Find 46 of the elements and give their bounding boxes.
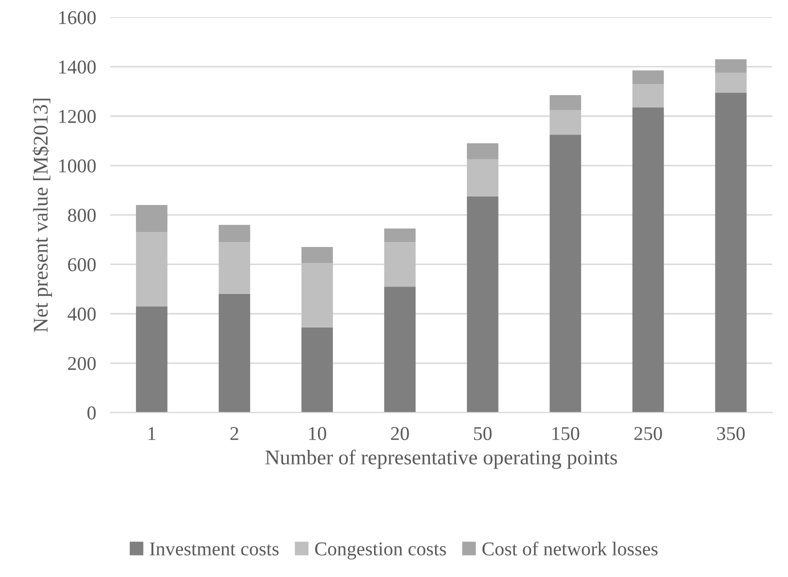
- x-tick-label: 20: [391, 427, 409, 440]
- y-tick-label: 1000: [59, 159, 96, 172]
- bar: [136, 205, 168, 232]
- bar: [466, 159, 498, 196]
- x-tick-label: 250: [634, 427, 662, 440]
- bar: [550, 95, 582, 110]
- x-tick-label: 50: [474, 427, 492, 440]
- legend-label: Cost of network losses: [482, 542, 658, 556]
- bar: [466, 196, 498, 413]
- bar: [301, 327, 333, 413]
- x-axis-title: Number of representative operating points: [265, 450, 617, 469]
- bar: [136, 232, 168, 306]
- bar: [218, 242, 250, 294]
- bar: [301, 247, 333, 264]
- bar: [632, 107, 664, 413]
- legend-label: Investment costs: [150, 542, 279, 556]
- bar: [466, 143, 498, 160]
- x-tick-label: 1: [148, 427, 156, 440]
- y-tick-label: 1200: [59, 110, 96, 124]
- x-tick-label: 150: [552, 427, 580, 440]
- y-tick-label: 1400: [59, 60, 96, 74]
- bar: [715, 72, 747, 93]
- y-tick-label: 200: [68, 356, 96, 370]
- bar: [632, 84, 664, 108]
- bar: [384, 286, 416, 413]
- bar: [715, 92, 747, 413]
- x-tick-label: 2: [230, 427, 238, 440]
- bar: [715, 59, 747, 73]
- bar: [384, 242, 416, 287]
- bar: [632, 70, 664, 84]
- y-tick-label: 1600: [59, 11, 96, 24]
- bar: [218, 294, 250, 413]
- bar: [550, 110, 582, 135]
- legend-label: Congestion costs: [315, 542, 446, 560]
- y-tick-label: 0: [87, 406, 96, 420]
- bar: [136, 306, 168, 413]
- bar: [550, 134, 582, 413]
- x-tick-label: 350: [717, 427, 745, 440]
- y-axis-title: Net present value [M$2013]: [32, 98, 52, 332]
- y-tick-label: 400: [68, 308, 96, 321]
- bar: [218, 224, 250, 242]
- y-tick-label: 800: [68, 208, 96, 222]
- bar: [384, 228, 416, 242]
- y-tick-label: 600: [68, 258, 96, 272]
- bar: [301, 263, 333, 328]
- x-tick-label: 10: [309, 427, 326, 440]
